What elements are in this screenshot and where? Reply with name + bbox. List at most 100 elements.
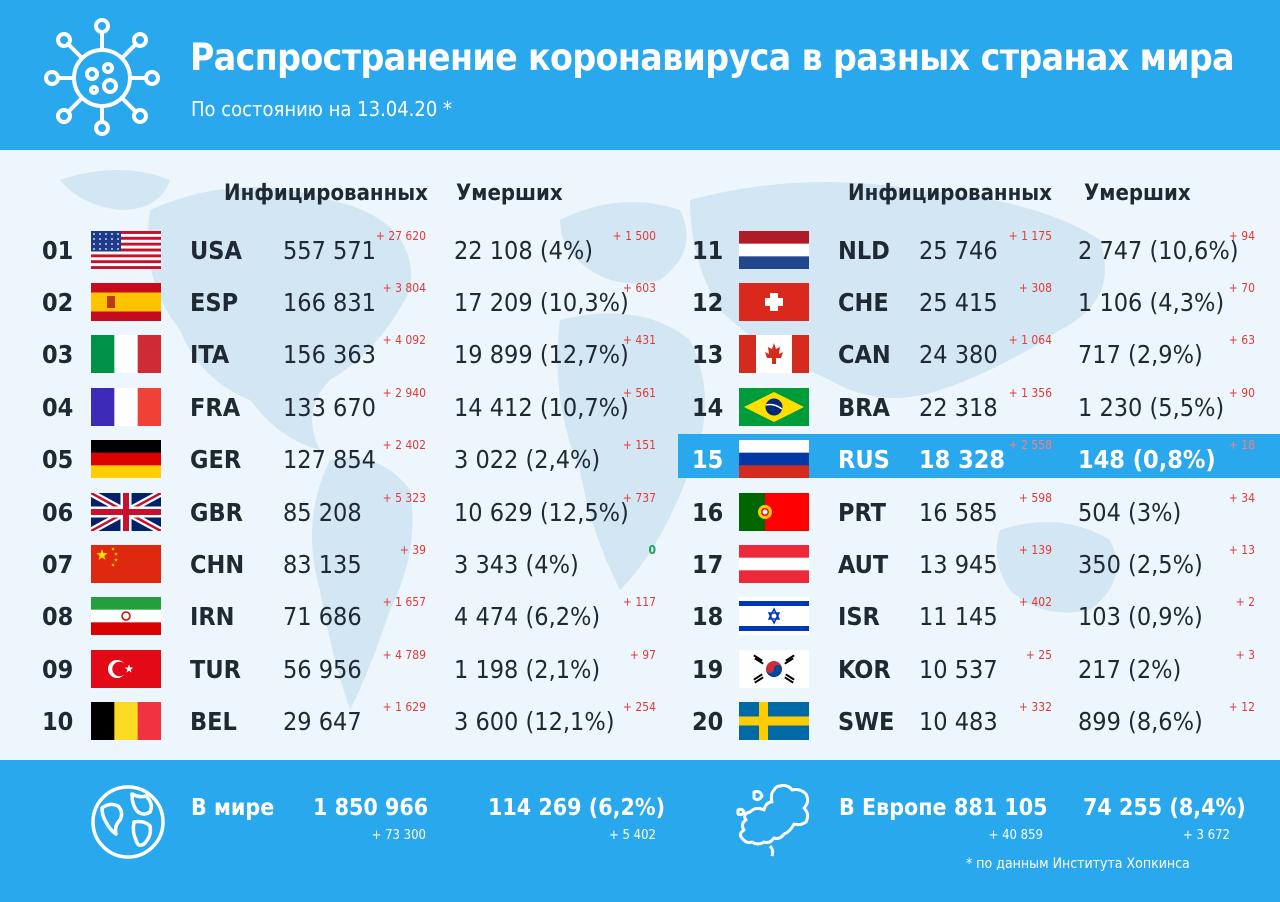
deaths-count: 3 600 (12,1%) <box>454 707 615 736</box>
page-title: Распространение коронавируса в разных ст… <box>190 36 1235 79</box>
world-deaths-total: 114 269 (6,2%) <box>488 795 666 821</box>
infected-count: 11 145 <box>919 602 998 631</box>
rank-number: 17 <box>692 550 724 579</box>
infected-count: 13 945 <box>919 550 998 579</box>
country-code: CHN <box>190 550 245 579</box>
flag-can-icon <box>739 335 809 373</box>
flag-bel-icon <box>91 702 161 740</box>
rank-number: 18 <box>692 602 724 631</box>
deaths-count: 1 198 (2,1%) <box>454 655 601 684</box>
rank-number: 11 <box>692 236 724 265</box>
deaths-delta: + 431 <box>622 333 656 347</box>
deaths-delta: + 97 <box>629 648 656 662</box>
rank-number: 07 <box>42 550 74 579</box>
infected-count: 24 380 <box>919 340 998 369</box>
deaths-count: 3 022 (2,4%) <box>454 445 601 474</box>
country-row-rus: 15 RUS 18 328 + 2 558 148 (0,8%) + 18 <box>0 433 1280 485</box>
country-row-chn: 07 CHN 83 135 + 39 3 343 (4%) 0 <box>0 538 1280 590</box>
infected-delta: + 1 657 <box>382 595 426 609</box>
infected-delta: + 1 629 <box>382 700 426 714</box>
flag-aut-icon <box>739 545 809 583</box>
country-row-isr: 18 ISR 11 145 + 402 103 (0,9%) + 2 <box>0 590 1280 642</box>
infected-count: 10 483 <box>919 707 998 736</box>
deaths-delta: + 12 <box>1228 700 1255 714</box>
infected-count: 25 746 <box>919 236 998 265</box>
column-header-infected-left: Инфицированных <box>224 181 428 206</box>
deaths-count: 103 (0,9%) <box>1078 602 1203 631</box>
flag-gbr-icon <box>91 493 161 531</box>
infected-count: 557 571 <box>283 236 376 265</box>
infected-count: 83 135 <box>283 550 362 579</box>
world-infected-total: 1 850 966 <box>313 795 429 821</box>
country-row-prt: 16 PRT 16 585 + 598 504 (3%) + 34 <box>0 486 1280 538</box>
europe-label: В Европе <box>839 795 947 821</box>
header-banner: Распространение коронавируса в разных ст… <box>0 0 1280 150</box>
country-row-can: 13 CAN 24 380 + 1 064 717 (2,9%) + 63 <box>0 328 1280 380</box>
country-code: SWE <box>838 707 895 736</box>
infected-delta: + 1 356 <box>1008 386 1052 400</box>
country-row-che: 12 CHE 25 415 + 308 1 106 (4,3%) + 70 <box>0 276 1280 328</box>
europe-infected-total: 881 105 <box>954 795 1048 821</box>
flag-ita-icon <box>91 335 161 373</box>
deaths-count: 1 106 (4,3%) <box>1078 288 1225 317</box>
infected-count: 133 670 <box>283 393 376 422</box>
country-code: IRN <box>190 602 235 631</box>
rank-number: 20 <box>692 707 724 736</box>
flag-swe-icon <box>739 702 809 740</box>
country-code: TUR <box>190 655 241 684</box>
deaths-count: 3 343 (4%) <box>454 550 579 579</box>
deaths-count: 22 108 (4%) <box>454 236 594 265</box>
deaths-delta: + 63 <box>1228 333 1255 347</box>
infected-count: 127 854 <box>283 445 376 474</box>
flag-chn-icon <box>91 545 161 583</box>
infected-delta: + 598 <box>1018 491 1052 505</box>
deaths-delta: 0 <box>648 543 656 557</box>
deaths-count: 2 747 (10,6%) <box>1078 236 1239 265</box>
page-subtitle: По состоянию на 13.04.20 * <box>191 97 452 121</box>
deaths-count: 10 629 (12,5%) <box>454 498 629 527</box>
deaths-count: 717 (2,9%) <box>1078 340 1203 369</box>
infected-delta: + 39 <box>399 543 426 557</box>
flag-tur-icon <box>91 650 161 688</box>
deaths-delta: + 90 <box>1228 386 1255 400</box>
deaths-delta: + 737 <box>622 491 656 505</box>
flag-irn-icon <box>91 597 161 635</box>
rank-number: 08 <box>42 602 74 631</box>
rank-number: 04 <box>42 393 74 422</box>
country-row-ger: 05 GER 127 854 + 2 402 3 022 (2,4%) + 15… <box>0 433 1280 485</box>
deaths-delta: + 70 <box>1228 281 1255 295</box>
virus-icon <box>44 18 160 136</box>
flag-rus-icon <box>739 440 809 478</box>
infected-delta: + 2 402 <box>382 438 426 452</box>
infected-delta: + 25 <box>1025 648 1052 662</box>
rank-number: 06 <box>42 498 74 527</box>
flag-isr-icon <box>739 597 809 635</box>
infected-count: 29 647 <box>283 707 362 736</box>
infected-delta: + 1 064 <box>1008 333 1052 347</box>
infected-delta: + 332 <box>1018 700 1052 714</box>
deaths-delta: + 603 <box>622 281 656 295</box>
infected-count: 22 318 <box>919 393 998 422</box>
country-row-aut: 17 AUT 13 945 + 139 350 (2,5%) + 13 <box>0 538 1280 590</box>
country-code: BEL <box>190 707 237 736</box>
deaths-delta: + 18 <box>1228 438 1255 452</box>
europe-map-icon <box>736 784 810 857</box>
country-row-nld: 11 NLD 25 746 + 1 175 2 747 (10,6%) + 94 <box>0 224 1280 276</box>
country-code: ISR <box>838 602 880 631</box>
flag-nld-icon <box>739 231 809 269</box>
flag-usa-icon <box>91 231 161 269</box>
country-row-kor: 19 KOR 10 537 + 25 217 (2%) + 3 <box>0 643 1280 695</box>
flag-prt-icon <box>739 493 809 531</box>
deaths-delta: + 151 <box>622 438 656 452</box>
infected-count: 25 415 <box>919 288 998 317</box>
country-row-ita: 03 ITA 156 363 + 4 092 19 899 (12,7%) + … <box>0 328 1280 380</box>
rank-number: 02 <box>42 288 74 317</box>
rank-number: 01 <box>42 236 74 265</box>
country-row-bra: 14 BRA 22 318 + 1 356 1 230 (5,5%) + 90 <box>0 381 1280 433</box>
infected-count: 10 537 <box>919 655 998 684</box>
country-row-irn: 08 IRN 71 686 + 1 657 4 474 (6,2%) + 117 <box>0 590 1280 642</box>
country-code: PRT <box>838 498 887 527</box>
flag-ger-icon <box>91 440 161 478</box>
deaths-delta: + 34 <box>1228 491 1255 505</box>
europe-deaths-total: 74 255 (8,4%) <box>1083 795 1246 821</box>
